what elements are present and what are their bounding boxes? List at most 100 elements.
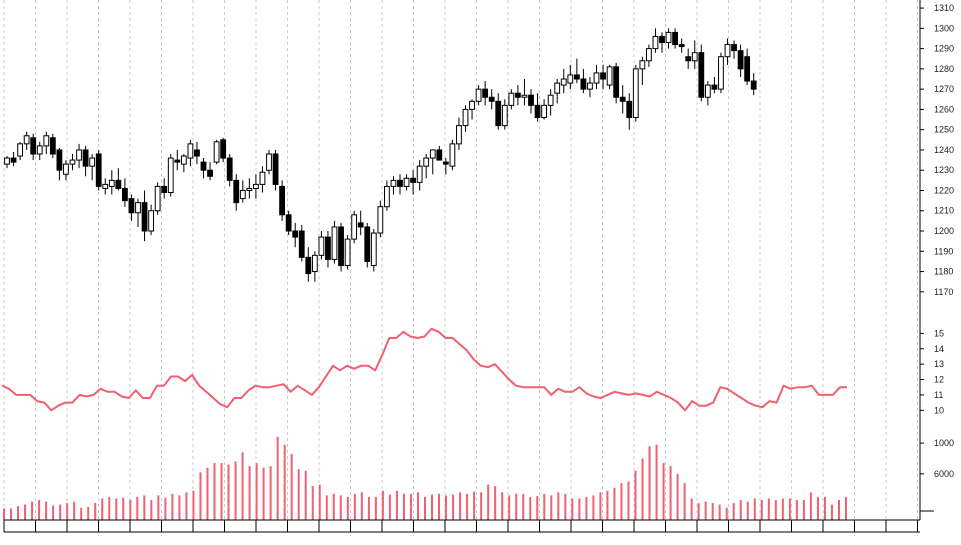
- candle-up: [456, 125, 462, 145]
- candle-down: [207, 169, 213, 177]
- candle-down: [95, 153, 102, 187]
- indicator-tick-label: 13: [934, 359, 944, 369]
- price-tick-label: 1260: [934, 104, 954, 114]
- candle-up: [370, 232, 377, 266]
- candle-up: [646, 48, 652, 62]
- candle-down: [357, 222, 364, 228]
- candle-down: [698, 52, 705, 98]
- indicator-tick-label: 11: [934, 390, 943, 400]
- candle-down: [82, 149, 89, 167]
- candle-up: [384, 185, 390, 208]
- price-tick-label: 1300: [934, 23, 954, 33]
- candle-up: [135, 202, 141, 214]
- candle-up: [632, 68, 639, 119]
- candle-down: [233, 179, 240, 204]
- price-tick-label: 1310: [934, 3, 954, 13]
- indicator-panel: [1, 327, 847, 412]
- price-tick-label: 1290: [934, 44, 954, 54]
- candle-up: [344, 238, 351, 266]
- indicator-tick-label: 12: [934, 375, 944, 385]
- volume-panel: [3, 436, 847, 520]
- candle-up: [259, 171, 266, 185]
- candle-up: [318, 236, 325, 256]
- candle-down: [161, 185, 168, 194]
- price-panel: [4, 28, 757, 282]
- candle-up: [429, 149, 436, 159]
- price-tick-label: 1270: [934, 84, 954, 94]
- axes: 1170118011901200121012201230124012501260…: [3, 0, 954, 533]
- candle-up: [665, 31, 672, 44]
- price-tick-label: 1280: [934, 64, 954, 74]
- candle-down: [292, 230, 299, 238]
- candle-up: [108, 179, 115, 187]
- candle-up: [469, 100, 475, 110]
- price-tick-label: 1210: [934, 206, 954, 216]
- candle-down: [600, 72, 606, 80]
- candle-down: [436, 149, 443, 161]
- candle-up: [4, 157, 10, 165]
- candle-down: [174, 159, 181, 163]
- volume-tick-label: 1000: [934, 438, 954, 448]
- candle-down: [580, 78, 587, 90]
- candle-down: [482, 88, 489, 98]
- candle-up: [606, 66, 613, 86]
- candle-down: [30, 137, 37, 155]
- candle-down: [672, 31, 679, 46]
- candle-up: [724, 44, 731, 58]
- candle-up: [23, 135, 30, 145]
- candle-up: [567, 74, 574, 84]
- candle-down: [613, 66, 620, 98]
- indicator-tick-label: 10: [934, 405, 944, 415]
- candle-up: [423, 157, 430, 167]
- candle-up: [462, 108, 469, 127]
- candle-down: [626, 100, 633, 119]
- candle-down: [200, 161, 207, 171]
- candle-up: [311, 254, 318, 273]
- candle-up: [154, 185, 161, 212]
- price-tick-label: 1180: [934, 267, 953, 277]
- candle-down: [49, 137, 56, 155]
- candle-down: [285, 214, 292, 232]
- candle-up: [69, 159, 76, 165]
- candle-down: [750, 80, 757, 90]
- candle-down: [56, 149, 63, 171]
- candle-up: [167, 157, 174, 194]
- candle-up: [554, 82, 561, 94]
- candle-down: [141, 202, 148, 232]
- candle-up: [253, 183, 259, 189]
- candle-up: [377, 206, 384, 234]
- candle-up: [593, 72, 600, 84]
- candle-up: [76, 149, 82, 161]
- candle-down: [731, 44, 737, 52]
- volume-tick-label: 6000: [934, 469, 954, 479]
- price-tick-label: 1200: [934, 226, 954, 236]
- candle-up: [180, 155, 187, 165]
- candle-up: [587, 82, 593, 90]
- candle-down: [495, 100, 502, 127]
- price-tick-label: 1230: [934, 165, 954, 175]
- candle-up: [17, 143, 24, 157]
- candle-down: [737, 50, 744, 70]
- candle-up: [541, 104, 548, 119]
- candle-down: [122, 187, 128, 202]
- candle-down: [619, 96, 626, 102]
- candle-down: [397, 179, 403, 187]
- candle-down: [515, 92, 521, 98]
- candle-up: [187, 143, 194, 159]
- candle-up: [102, 183, 109, 189]
- candle-down: [573, 74, 580, 80]
- candle-down: [325, 236, 331, 260]
- grid: [3, 0, 918, 520]
- candle-up: [213, 141, 220, 163]
- candle-down: [488, 96, 495, 102]
- candle-up: [449, 143, 456, 167]
- candle-up: [639, 60, 646, 70]
- candle-up: [239, 189, 246, 200]
- candle-up: [36, 145, 43, 155]
- candle-down: [659, 35, 665, 44]
- candle-down: [534, 104, 541, 119]
- candle-up: [501, 104, 508, 127]
- indicator-line: [1, 327, 847, 412]
